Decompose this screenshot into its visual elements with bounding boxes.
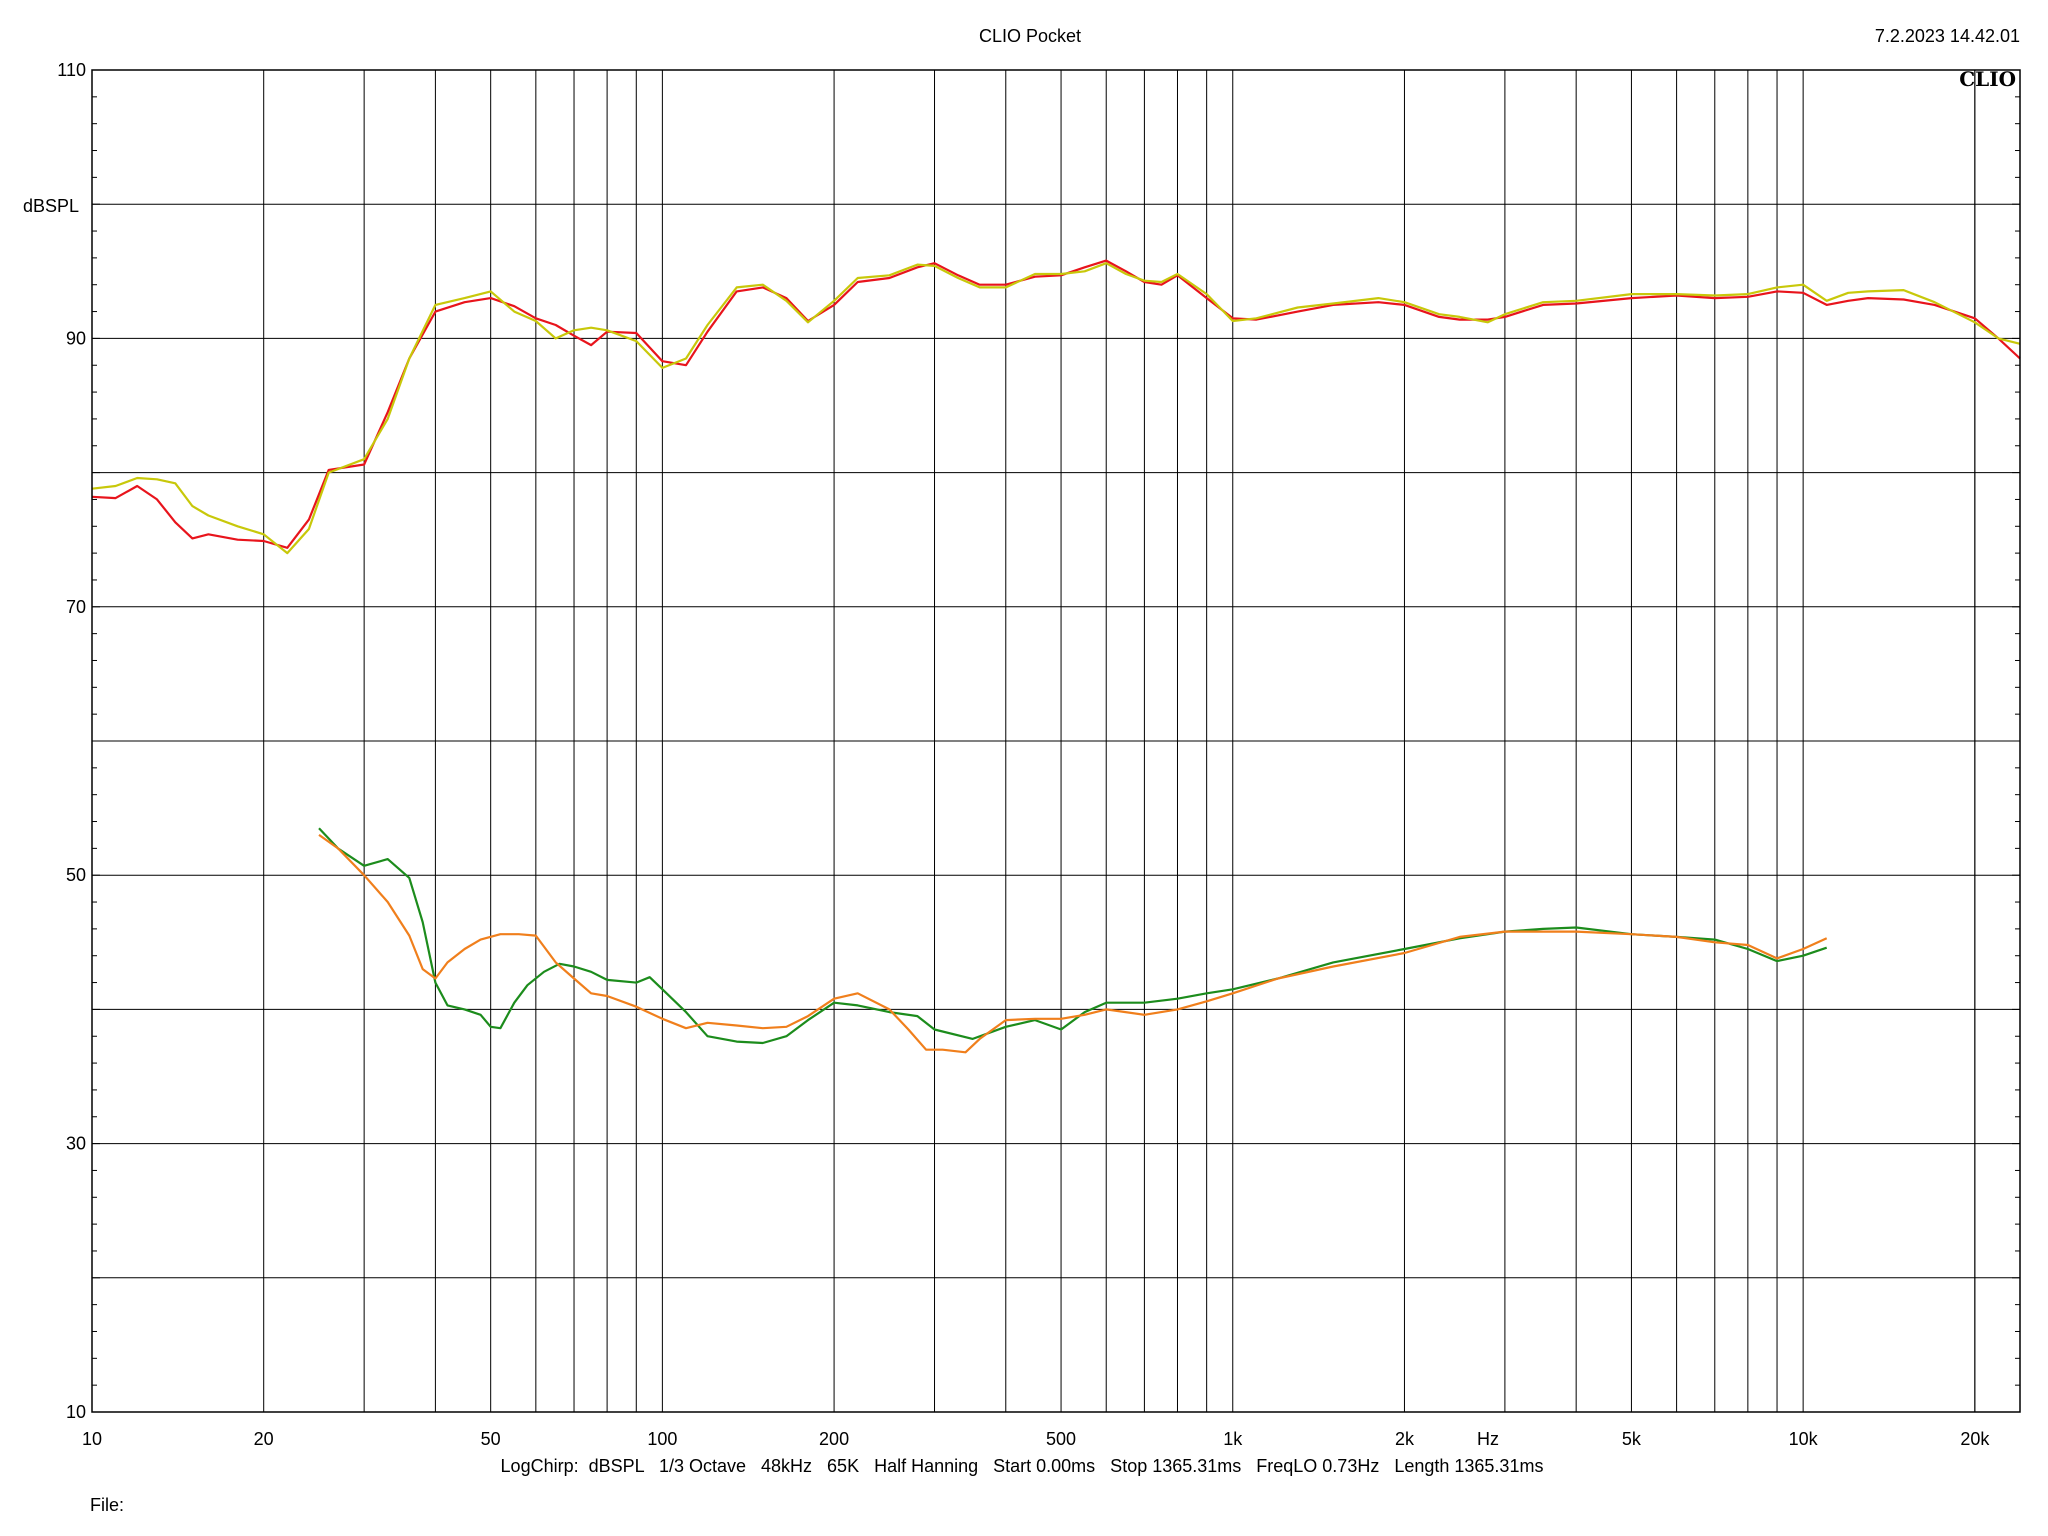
y-tick-label: 70 bbox=[66, 597, 86, 617]
series-line bbox=[318, 827, 1828, 1045]
y-tick-label: 90 bbox=[66, 328, 86, 348]
y-axis-label: dBSPL bbox=[23, 196, 79, 216]
x-tick-label: 1k bbox=[1223, 1429, 1243, 1449]
x-tick-label: 20k bbox=[1960, 1429, 1990, 1449]
x-tick-label: 500 bbox=[1046, 1429, 1076, 1449]
series-group bbox=[91, 259, 2021, 1054]
timestamp: 7.2.2023 14.42.01 bbox=[1875, 26, 2020, 46]
file-label: File: bbox=[90, 1495, 124, 1515]
y-tick-label: 10 bbox=[66, 1402, 86, 1422]
x-axis-label: Hz bbox=[1477, 1429, 1499, 1449]
plot-frame bbox=[91, 69, 2021, 1413]
series-line bbox=[91, 259, 2021, 549]
series-line bbox=[318, 834, 1828, 1054]
y-tick-label: 30 bbox=[66, 1134, 86, 1154]
x-tick-label: 100 bbox=[647, 1429, 677, 1449]
series-line bbox=[91, 262, 2021, 555]
grid bbox=[92, 70, 2020, 1412]
x-tick-label: 20 bbox=[254, 1429, 274, 1449]
x-tick-label: 2k bbox=[1395, 1429, 1415, 1449]
x-tick-labels: 10 20 50 100 200 500 1k 2k 5k 10k 20k bbox=[82, 1429, 1990, 1449]
y-tick-label: 50 bbox=[66, 865, 86, 885]
measurement-settings: LogChirp: dBSPL 1/3 Octave 48kHz 65K Hal… bbox=[501, 1456, 1544, 1476]
clio-logo: CLIO bbox=[1959, 67, 2016, 91]
x-tick-label: 200 bbox=[819, 1429, 849, 1449]
y-tick-label: 110 bbox=[57, 60, 86, 80]
x-tick-label: 50 bbox=[481, 1429, 501, 1449]
x-tick-label: 10k bbox=[1789, 1429, 1819, 1449]
chart-title: CLIO Pocket bbox=[979, 26, 1081, 46]
x-tick-label: 10 bbox=[82, 1429, 102, 1449]
x-tick-label: 5k bbox=[1622, 1429, 1642, 1449]
y-tick-labels: 110 90 70 50 30 10 bbox=[57, 60, 86, 1422]
